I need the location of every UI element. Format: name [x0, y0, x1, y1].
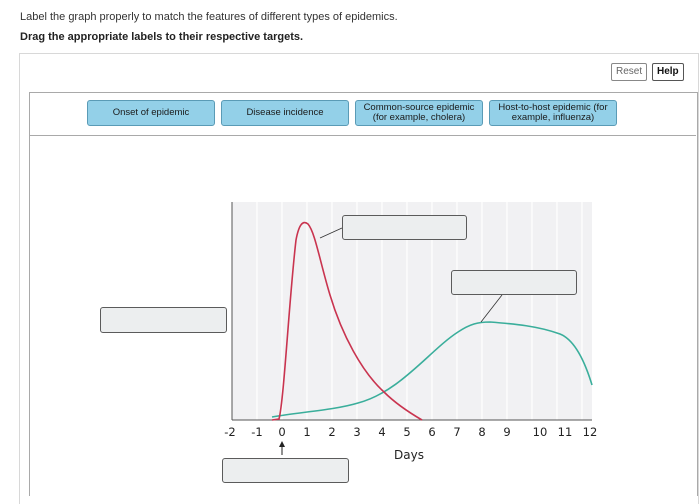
up-arrow-icon [279, 441, 285, 455]
reset-button[interactable]: Reset [611, 63, 648, 81]
help-button[interactable]: Help [652, 63, 684, 81]
leader-lines [319, 227, 503, 323]
x-tick-label: 4 [378, 425, 385, 439]
x-tick-label: 10 [533, 425, 548, 439]
x-tick-label: -2 [224, 425, 235, 439]
x-axis-title: Days [394, 448, 424, 462]
x-tick-label: 2 [328, 425, 335, 439]
x-tick-label: 11 [558, 425, 573, 439]
drop-target-host-to-host[interactable] [451, 270, 577, 295]
x-tick-label: 8 [478, 425, 485, 439]
x-tick-label: 0 [278, 425, 285, 439]
x-tick-label: 6 [428, 425, 435, 439]
x-tick-label: 1 [303, 425, 310, 439]
label-common-source-epidemic[interactable]: Common-source epidemic (for example, cho… [355, 100, 483, 126]
host-to-host-curve [271, 321, 593, 418]
x-tick-label: 7 [453, 425, 460, 439]
instruction-bold-text: Drag the appropriate labels to their res… [20, 31, 304, 43]
x-tick-label: 5 [403, 425, 410, 439]
x-tick-label: -1 [251, 425, 262, 439]
label-host-to-host-epidemic[interactable]: Host-to-host epidemic (for example, infl… [489, 100, 617, 126]
label-onset-of-epidemic[interactable]: Onset of epidemic [87, 100, 215, 126]
drop-target-common-source[interactable] [342, 215, 467, 240]
label-disease-incidence[interactable]: Disease incidence [221, 100, 349, 126]
x-tick-labels: -2 -1 0 1 2 3 4 5 6 7 8 9 10 11 12 [224, 425, 597, 439]
x-tick-label: 3 [353, 425, 360, 439]
drop-target-onset[interactable] [222, 458, 349, 483]
x-tick-label: 12 [583, 425, 598, 439]
drop-target-y-axis[interactable] [100, 307, 227, 333]
x-tick-label: 9 [503, 425, 510, 439]
common-source-curve [271, 221, 423, 421]
instruction-text: Label the graph properly to match the fe… [20, 11, 398, 23]
